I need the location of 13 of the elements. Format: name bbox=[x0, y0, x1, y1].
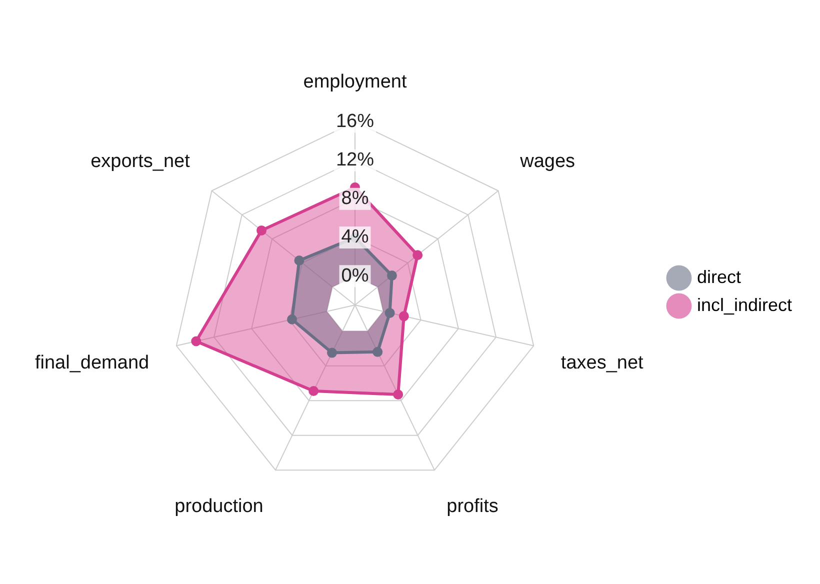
y-tick-label: 12% bbox=[336, 150, 374, 171]
spoke-label: production bbox=[174, 496, 264, 517]
spoke-label: final_demand bbox=[34, 352, 150, 374]
y-tick-label: 0% bbox=[341, 265, 369, 286]
y-tick-label: 8% bbox=[341, 188, 369, 210]
spoke-label: profits bbox=[446, 496, 498, 517]
legend-label: incl_indirect bbox=[696, 294, 792, 315]
spoke-label: exports_net bbox=[90, 151, 191, 172]
spoke-label: employment bbox=[303, 72, 408, 93]
spoke-label: wages bbox=[519, 151, 576, 172]
legend-label: direct bbox=[696, 266, 741, 287]
spoke-label: taxes_net bbox=[560, 352, 644, 374]
y-tick-label: 16% bbox=[336, 111, 374, 132]
